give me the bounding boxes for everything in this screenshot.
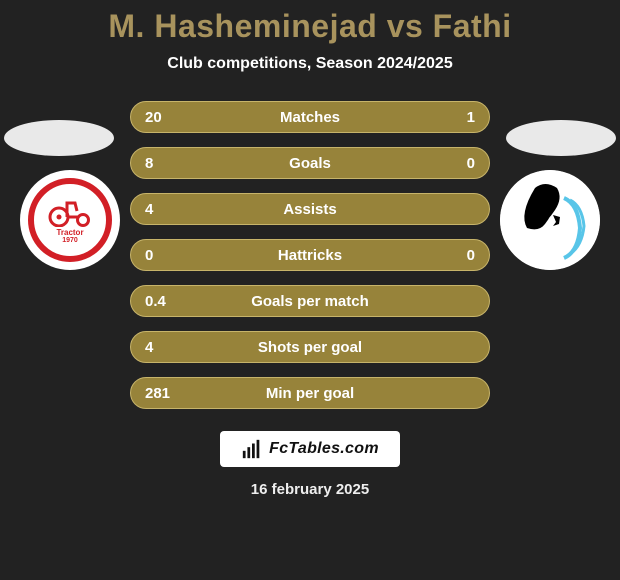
stat-left-value: 8 <box>145 155 153 172</box>
stat-left-value: 0 <box>145 247 153 264</box>
stat-row: 0.4Goals per match <box>130 285 490 317</box>
stat-left-value: 281 <box>145 385 170 402</box>
stat-row: 281Min per goal <box>130 377 490 409</box>
stat-label: Assists <box>131 201 489 218</box>
stat-label: Goals <box>131 155 489 172</box>
stat-label: Shots per goal <box>131 339 489 356</box>
club-right-icon <box>500 170 600 270</box>
page-title: M. Hasheminejad vs Fathi <box>108 8 511 45</box>
stat-label: Hattricks <box>131 247 489 264</box>
club-left-year: 1970 <box>62 237 78 244</box>
stat-row: 4Shots per goal <box>130 331 490 363</box>
date-text: 16 february 2025 <box>251 481 369 498</box>
stat-row: 0Hattricks0 <box>130 239 490 271</box>
stat-right-value: 0 <box>467 155 475 172</box>
player-left-ellipse <box>4 120 114 156</box>
chart-icon <box>241 438 263 460</box>
stat-right-value: 1 <box>467 109 475 126</box>
stat-right-value: 0 <box>467 247 475 264</box>
stat-row: 8Goals0 <box>130 147 490 179</box>
club-badge-left: Tractor 1970 <box>20 170 120 270</box>
stat-left-value: 4 <box>145 339 153 356</box>
stat-label: Matches <box>131 109 489 126</box>
stat-row: 4Assists <box>130 193 490 225</box>
player-right-ellipse <box>506 120 616 156</box>
subtitle: Club competitions, Season 2024/2025 <box>167 55 452 73</box>
stat-label: Goals per match <box>131 293 489 310</box>
stat-left-value: 20 <box>145 109 162 126</box>
watermark: FcTables.com <box>220 431 400 467</box>
stat-left-value: 0.4 <box>145 293 166 310</box>
stat-label: Min per goal <box>131 385 489 402</box>
stat-left-value: 4 <box>145 201 153 218</box>
club-badge-right <box>500 170 600 270</box>
tractor-icon <box>47 197 93 227</box>
stat-row: 20Matches1 <box>130 101 490 133</box>
watermark-text: FcTables.com <box>269 440 379 458</box>
club-left-name: Tractor <box>56 228 83 237</box>
